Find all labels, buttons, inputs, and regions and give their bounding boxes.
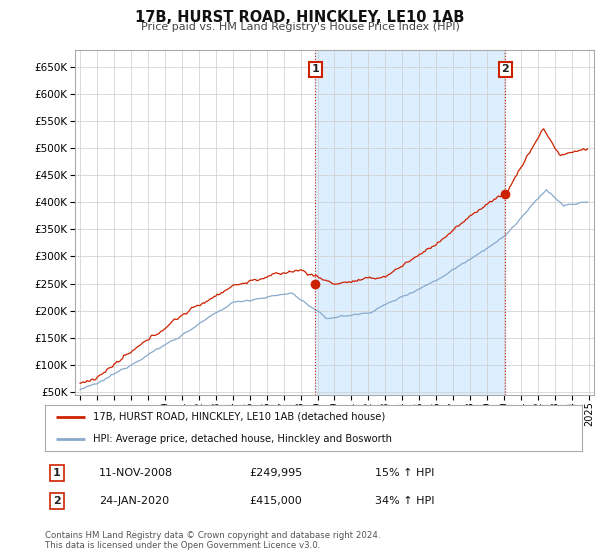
Text: 2: 2 xyxy=(53,496,61,506)
Text: £249,995: £249,995 xyxy=(249,468,302,478)
Text: HPI: Average price, detached house, Hinckley and Bosworth: HPI: Average price, detached house, Hinc… xyxy=(94,434,392,444)
Text: 2: 2 xyxy=(502,64,509,74)
Text: 15% ↑ HPI: 15% ↑ HPI xyxy=(375,468,434,478)
Text: 17B, HURST ROAD, HINCKLEY, LE10 1AB: 17B, HURST ROAD, HINCKLEY, LE10 1AB xyxy=(136,10,464,25)
Text: 1: 1 xyxy=(53,468,61,478)
Text: Price paid vs. HM Land Registry's House Price Index (HPI): Price paid vs. HM Land Registry's House … xyxy=(140,22,460,32)
Text: 1: 1 xyxy=(311,64,319,74)
Text: 17B, HURST ROAD, HINCKLEY, LE10 1AB (detached house): 17B, HURST ROAD, HINCKLEY, LE10 1AB (det… xyxy=(94,412,386,422)
Text: 34% ↑ HPI: 34% ↑ HPI xyxy=(375,496,434,506)
Text: £415,000: £415,000 xyxy=(249,496,302,506)
Bar xyxy=(316,50,505,395)
Text: Contains HM Land Registry data © Crown copyright and database right 2024.
This d: Contains HM Land Registry data © Crown c… xyxy=(45,531,380,550)
Text: 11-NOV-2008: 11-NOV-2008 xyxy=(99,468,173,478)
Text: 24-JAN-2020: 24-JAN-2020 xyxy=(99,496,169,506)
